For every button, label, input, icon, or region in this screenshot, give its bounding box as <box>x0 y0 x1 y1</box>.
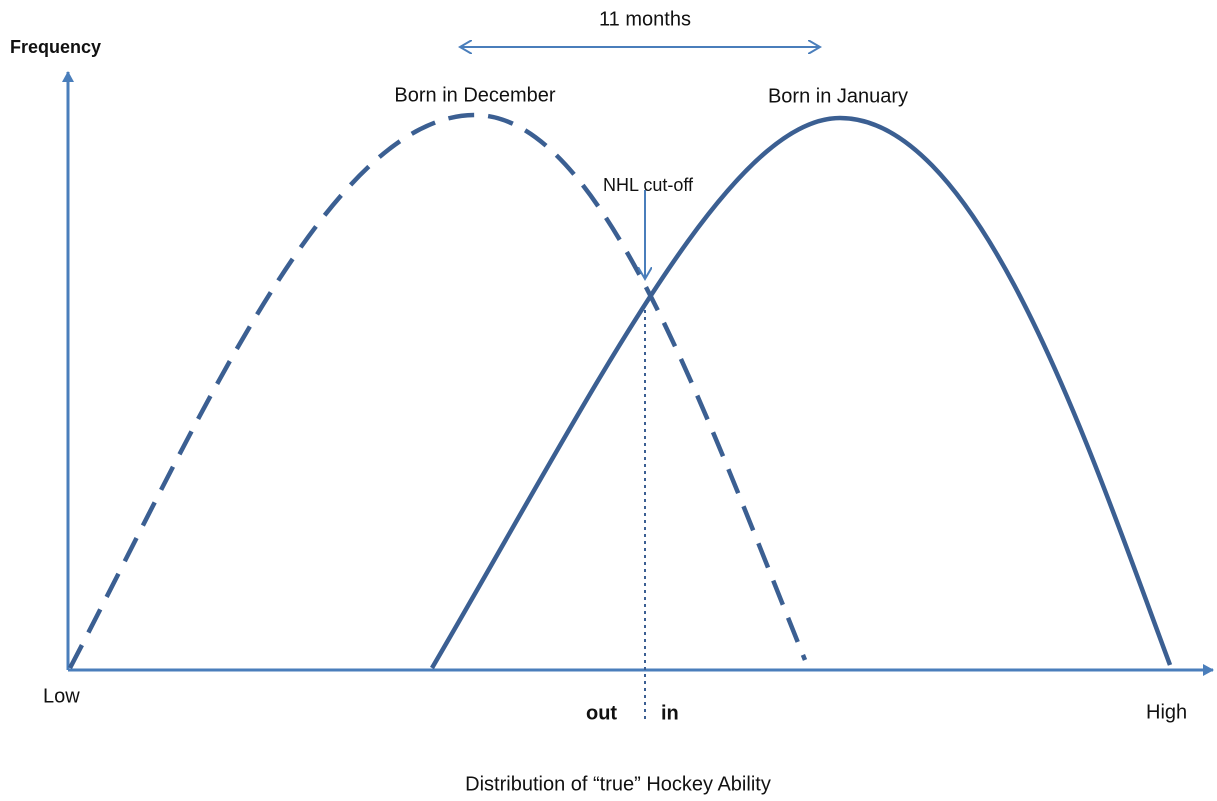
december-curve <box>68 112 808 670</box>
y-axis-label: Frequency <box>10 37 101 57</box>
low-label: Low <box>43 685 80 707</box>
out-label: out <box>586 702 617 724</box>
high-label: High <box>1146 701 1187 723</box>
gap-label: 11 months <box>599 8 691 30</box>
january-label: Born in January <box>768 85 908 107</box>
in-label: in <box>661 702 679 724</box>
cutoff-label: NHL cut-off <box>603 175 694 195</box>
caption: Distribution of “true” Hockey Ability <box>465 773 771 795</box>
january-curve <box>430 115 1173 670</box>
december-label: Born in December <box>394 84 556 106</box>
